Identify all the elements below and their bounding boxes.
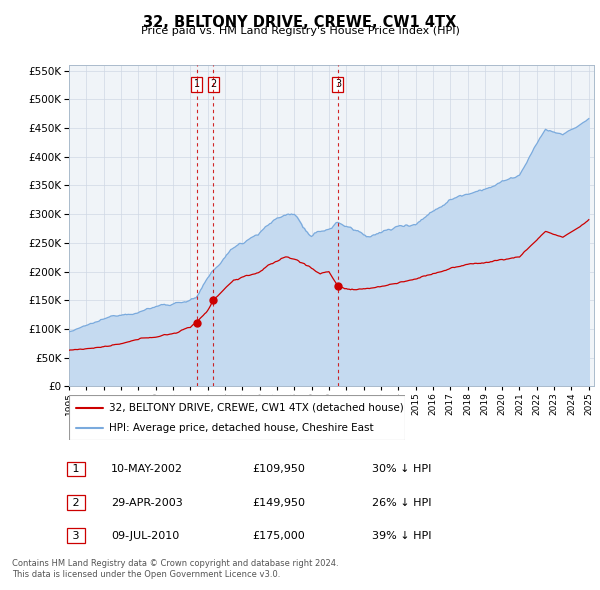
Text: 30% ↓ HPI: 30% ↓ HPI: [372, 464, 431, 474]
Text: 2: 2: [210, 79, 217, 89]
Text: 26% ↓ HPI: 26% ↓ HPI: [372, 498, 431, 507]
Text: 1: 1: [69, 464, 83, 474]
Text: £109,950: £109,950: [252, 464, 305, 474]
Text: Contains HM Land Registry data © Crown copyright and database right 2024.: Contains HM Land Registry data © Crown c…: [12, 559, 338, 568]
Text: HPI: Average price, detached house, Cheshire East: HPI: Average price, detached house, Ches…: [109, 424, 374, 434]
FancyBboxPatch shape: [69, 395, 405, 440]
Text: 09-JUL-2010: 09-JUL-2010: [111, 531, 179, 540]
Text: 32, BELTONY DRIVE, CREWE, CW1 4TX (detached house): 32, BELTONY DRIVE, CREWE, CW1 4TX (detac…: [109, 403, 404, 412]
Text: 3: 3: [69, 531, 83, 540]
Text: 3: 3: [335, 79, 341, 89]
Text: 32, BELTONY DRIVE, CREWE, CW1 4TX: 32, BELTONY DRIVE, CREWE, CW1 4TX: [143, 15, 457, 30]
Text: £175,000: £175,000: [252, 531, 305, 540]
Text: 1: 1: [193, 79, 200, 89]
Text: £149,950: £149,950: [252, 498, 305, 507]
Text: 2: 2: [69, 498, 83, 507]
Text: This data is licensed under the Open Government Licence v3.0.: This data is licensed under the Open Gov…: [12, 570, 280, 579]
Text: Price paid vs. HM Land Registry's House Price Index (HPI): Price paid vs. HM Land Registry's House …: [140, 26, 460, 36]
Text: 29-APR-2003: 29-APR-2003: [111, 498, 183, 507]
Text: 10-MAY-2002: 10-MAY-2002: [111, 464, 183, 474]
Text: 39% ↓ HPI: 39% ↓ HPI: [372, 531, 431, 540]
